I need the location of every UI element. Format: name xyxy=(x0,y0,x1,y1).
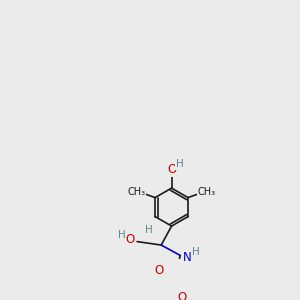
Text: H: H xyxy=(118,230,125,240)
Text: CH₃: CH₃ xyxy=(127,187,145,196)
Text: CH₃: CH₃ xyxy=(198,187,216,196)
Text: H: H xyxy=(192,247,200,257)
Text: O: O xyxy=(167,163,176,176)
Text: O: O xyxy=(154,264,163,277)
Text: H: H xyxy=(176,159,184,169)
Text: O: O xyxy=(177,291,187,300)
Text: H: H xyxy=(145,224,153,235)
Text: N: N xyxy=(183,250,191,264)
Text: O: O xyxy=(125,233,135,246)
